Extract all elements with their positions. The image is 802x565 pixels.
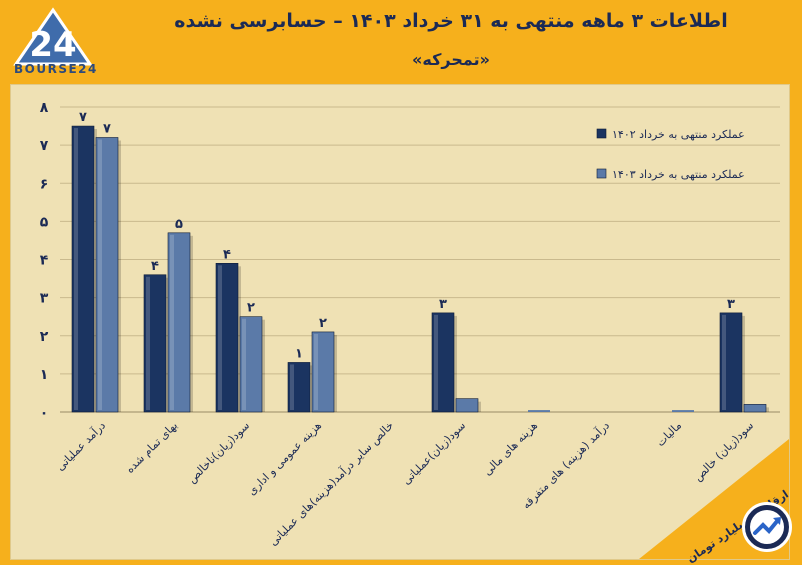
bar bbox=[455, 398, 479, 413]
bar-data-label: ۱ bbox=[295, 346, 303, 361]
bar bbox=[431, 312, 455, 413]
bar-data-label: ۵ bbox=[175, 217, 183, 232]
bar bbox=[287, 362, 311, 413]
legend-label: عملکرد منتهی به خرداد ۱۴۰۳ bbox=[612, 168, 745, 181]
chart-subtitle: «تمحرکه» bbox=[412, 50, 490, 69]
legend-swatch bbox=[596, 168, 607, 179]
bar-highlight bbox=[290, 364, 294, 410]
bar-highlight bbox=[74, 128, 78, 410]
logo-text: BOURSE24 bbox=[14, 62, 98, 76]
x-tick-label: هزینه عمومی و اداری bbox=[245, 419, 324, 498]
legend-label: عملکرد منتهی به خرداد ۱۴۰۲ bbox=[612, 128, 745, 141]
bar bbox=[239, 316, 263, 413]
x-tick-label: مالیات bbox=[654, 419, 684, 449]
x-tick-label: سود(زیان)ناخالص bbox=[185, 419, 252, 486]
bar-highlight bbox=[98, 139, 102, 410]
bar-data-label: ۷ bbox=[79, 110, 87, 125]
legend-swatch bbox=[596, 128, 607, 139]
bar bbox=[528, 410, 550, 412]
bar-highlight bbox=[170, 234, 174, 410]
plot-area bbox=[10, 84, 790, 560]
x-tick-label: بهای تمام شده bbox=[123, 419, 180, 476]
bar bbox=[743, 404, 767, 413]
y-tick-label: ۳ bbox=[40, 291, 49, 307]
bar-data-label: ۴ bbox=[151, 259, 159, 274]
bar bbox=[71, 125, 95, 413]
y-tick-label: ۴ bbox=[40, 253, 49, 269]
y-tick-label: ۸ bbox=[40, 100, 49, 116]
bar bbox=[95, 137, 119, 413]
bar bbox=[672, 410, 694, 412]
x-tick-label: درآمد عملیاتی bbox=[53, 418, 108, 473]
svg-text:24: 24 bbox=[29, 25, 76, 65]
y-tick-label: ۶ bbox=[40, 176, 49, 192]
bar-highlight bbox=[722, 314, 726, 410]
bar-data-label: ۷ bbox=[103, 122, 111, 137]
y-tick-label: ۷ bbox=[40, 138, 49, 154]
y-tick-label: ۱ bbox=[40, 367, 49, 383]
bourse24-logo-icon: 24 bbox=[13, 7, 93, 66]
chart-title: اطلاعات ۳ ماهه منتهی به ۳۱ خرداد ۱۴۰۳ – … bbox=[174, 10, 728, 32]
x-tick-label: خالص سایر درآمد(هزینه)های عملیاتی bbox=[266, 418, 396, 548]
bar bbox=[167, 232, 191, 413]
bar bbox=[719, 312, 743, 413]
y-tick-label: ۰ bbox=[40, 405, 49, 421]
x-tick-label: سود(زیان) خالص bbox=[691, 419, 756, 484]
bar-highlight bbox=[218, 265, 222, 410]
bar-highlight bbox=[314, 333, 318, 410]
x-tick-label: هزینه های مالی bbox=[481, 419, 540, 478]
y-tick-label: ۵ bbox=[40, 214, 49, 230]
bar bbox=[311, 331, 335, 413]
y-tick-label: ۲ bbox=[40, 329, 49, 345]
x-tick-label: سود(زیان)عملیاتی bbox=[400, 419, 468, 487]
bar-data-label: ۳ bbox=[439, 297, 447, 312]
bar-data-label: ۲ bbox=[247, 301, 255, 316]
bar-data-label: ۲ bbox=[319, 316, 327, 331]
bar-highlight bbox=[146, 276, 150, 410]
trend-up-icon bbox=[742, 502, 792, 552]
bar-highlight bbox=[434, 314, 438, 410]
bar bbox=[143, 274, 167, 413]
bar-data-label: ۴ bbox=[223, 247, 231, 262]
bar-highlight bbox=[242, 318, 246, 410]
bar bbox=[215, 263, 239, 413]
bar-data-label: ۳ bbox=[727, 297, 735, 312]
